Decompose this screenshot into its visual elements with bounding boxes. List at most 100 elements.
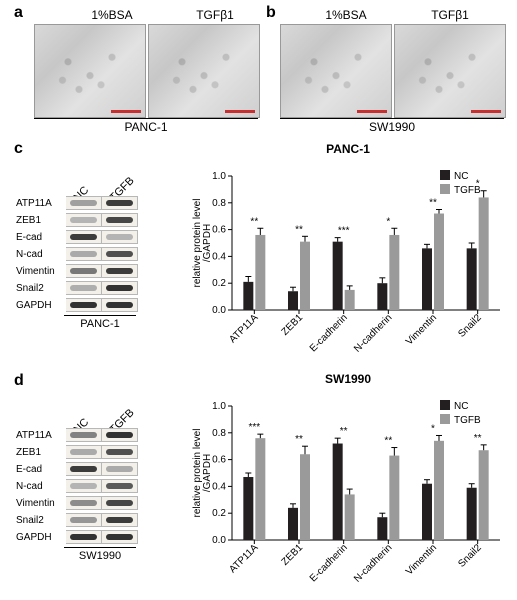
wb-protein-label: Vimentin bbox=[16, 266, 66, 277]
wb-band bbox=[106, 217, 133, 223]
wb-cellline-label: SW1990 bbox=[64, 547, 136, 562]
wb-protein-label: N-cad bbox=[16, 249, 66, 260]
wb-band bbox=[106, 200, 133, 206]
xlabel-N-cadherin: N-cadherin bbox=[352, 312, 394, 352]
svg-text:0.0: 0.0 bbox=[212, 305, 226, 316]
wb-lane-tgfb bbox=[102, 298, 138, 312]
wb-protein-label: E-cad bbox=[16, 232, 66, 243]
sig-E-cadherin: ** bbox=[340, 426, 348, 437]
wb-band bbox=[106, 483, 133, 489]
xlabel-Snail2: Snail2 bbox=[456, 542, 484, 570]
wb-protein-label: Snail2 bbox=[16, 283, 66, 294]
svg-text:0.4: 0.4 bbox=[212, 481, 226, 492]
wb-row-zeb1: ZEB1 bbox=[16, 445, 144, 459]
panel-b-label: b bbox=[266, 4, 276, 22]
sig-ATP11A: *** bbox=[248, 422, 260, 433]
wb-band bbox=[106, 449, 133, 455]
svg-text:/GAPDH: /GAPDH bbox=[202, 224, 213, 262]
xlabel-E-cadherin: E-cadherin bbox=[308, 542, 350, 582]
chart-title: PANC-1 bbox=[188, 142, 508, 156]
wb-row-zeb1: ZEB1 bbox=[16, 213, 144, 227]
svg-text:0.2: 0.2 bbox=[212, 278, 226, 289]
svg-text:1.0: 1.0 bbox=[212, 401, 226, 412]
sig-N-cadherin: ** bbox=[384, 436, 392, 447]
wb-lane-nc bbox=[66, 445, 102, 459]
wb-lane-tgfb bbox=[102, 530, 138, 544]
xlabel-N-cadherin: N-cadherin bbox=[352, 542, 394, 582]
wb-protein-label: ATP11A bbox=[16, 430, 66, 441]
wb-lane-nc bbox=[66, 247, 102, 261]
wb-lane-tgfb bbox=[102, 247, 138, 261]
bar-nc-Vimentin bbox=[422, 484, 432, 540]
wb-protein-label: GAPDH bbox=[16, 532, 66, 543]
wb-lane-tgfb bbox=[102, 264, 138, 278]
wb-row-gapdh: GAPDH bbox=[16, 298, 144, 312]
wb-protein-label: Snail2 bbox=[16, 515, 66, 526]
bar-nc-Snail2 bbox=[467, 488, 477, 540]
bar-nc-Snail2 bbox=[467, 248, 477, 310]
bar-tgfb-E-cadherin bbox=[345, 494, 355, 540]
bar-tgfb-Snail2 bbox=[479, 197, 489, 310]
xlabel-E-cadherin: E-cadherin bbox=[308, 312, 350, 352]
svg-text:0.2: 0.2 bbox=[212, 508, 226, 519]
bar-nc-N-cadherin bbox=[377, 283, 387, 310]
wb-lane-tgfb bbox=[102, 196, 138, 210]
legend-swatch-tgfb bbox=[440, 184, 450, 194]
wb-protein-label: N-cad bbox=[16, 481, 66, 492]
panel-d-westernblot: NCTGFB ATP11A ZEB1 E-cad N-cad Vimentin … bbox=[16, 404, 144, 562]
chart-title: SW1990 bbox=[188, 372, 508, 386]
wb-lane-nc bbox=[66, 428, 102, 442]
wb-band bbox=[70, 432, 97, 438]
wb-lane-tgfb bbox=[102, 230, 138, 244]
wb-lane-tgfb bbox=[102, 513, 138, 527]
bar-nc-ZEB1 bbox=[288, 508, 298, 540]
wb-band bbox=[106, 466, 133, 472]
panel-b-image-bsa bbox=[280, 24, 392, 118]
chart-svg: 0.00.20.40.60.81.0relative protein level… bbox=[188, 156, 508, 352]
panel-b-cond-2: TGFβ1 bbox=[400, 8, 500, 22]
wb-lane-nc bbox=[66, 530, 102, 544]
panel-a-image-bsa bbox=[34, 24, 146, 118]
wb-lane-nc bbox=[66, 479, 102, 493]
wb-band bbox=[106, 302, 133, 308]
wb-lane-nc bbox=[66, 196, 102, 210]
wb-protein-label: Vimentin bbox=[16, 498, 66, 509]
svg-text:/GAPDH: /GAPDH bbox=[202, 454, 213, 492]
wb-protein-label: E-cad bbox=[16, 464, 66, 475]
xlabel-ZEB1: ZEB1 bbox=[280, 312, 306, 338]
wb-band bbox=[70, 500, 97, 506]
bar-nc-ATP11A bbox=[243, 477, 253, 540]
wb-row-vimentin: Vimentin bbox=[16, 496, 144, 510]
wb-lane-tgfb bbox=[102, 462, 138, 476]
sig-Vimentin: * bbox=[431, 423, 435, 434]
scalebar bbox=[225, 110, 255, 113]
svg-text:0.4: 0.4 bbox=[212, 251, 226, 262]
wb-protein-label: ZEB1 bbox=[16, 215, 66, 226]
panel-c-chart: PANC-1 0.00.20.40.60.81.0relative protei… bbox=[188, 142, 508, 352]
bar-tgfb-Vimentin bbox=[434, 214, 444, 310]
bar-nc-ATP11A bbox=[243, 282, 253, 310]
legend-label-nc: NC bbox=[454, 401, 468, 412]
bar-tgfb-E-cadherin bbox=[345, 290, 355, 310]
sig-Vimentin: ** bbox=[429, 198, 437, 209]
bar-nc-Vimentin bbox=[422, 248, 432, 310]
sig-ZEB1: ** bbox=[295, 434, 303, 445]
wb-band bbox=[106, 251, 133, 257]
wb-lane-nc bbox=[66, 462, 102, 476]
wb-lane-tgfb bbox=[102, 281, 138, 295]
panel-b-cond-1: 1%BSA bbox=[296, 8, 396, 22]
bar-nc-E-cadherin bbox=[333, 444, 343, 540]
panel-c-westernblot: NCTGFB ATP11A ZEB1 E-cad N-cad Vimentin … bbox=[16, 172, 144, 330]
chart-svg: 0.00.20.40.60.81.0relative protein level… bbox=[188, 386, 508, 582]
wb-lane-nc bbox=[66, 230, 102, 244]
wb-row-n-cad: N-cad bbox=[16, 247, 144, 261]
legend-swatch-nc bbox=[440, 400, 450, 410]
scalebar bbox=[471, 110, 501, 113]
wb-band bbox=[70, 534, 97, 540]
wb-band bbox=[70, 483, 97, 489]
wb-row-snail2: Snail2 bbox=[16, 513, 144, 527]
panel-b-image-tgf bbox=[394, 24, 506, 118]
wb-band bbox=[70, 449, 97, 455]
wb-band bbox=[70, 285, 97, 291]
legend-label-nc: NC bbox=[454, 171, 468, 182]
